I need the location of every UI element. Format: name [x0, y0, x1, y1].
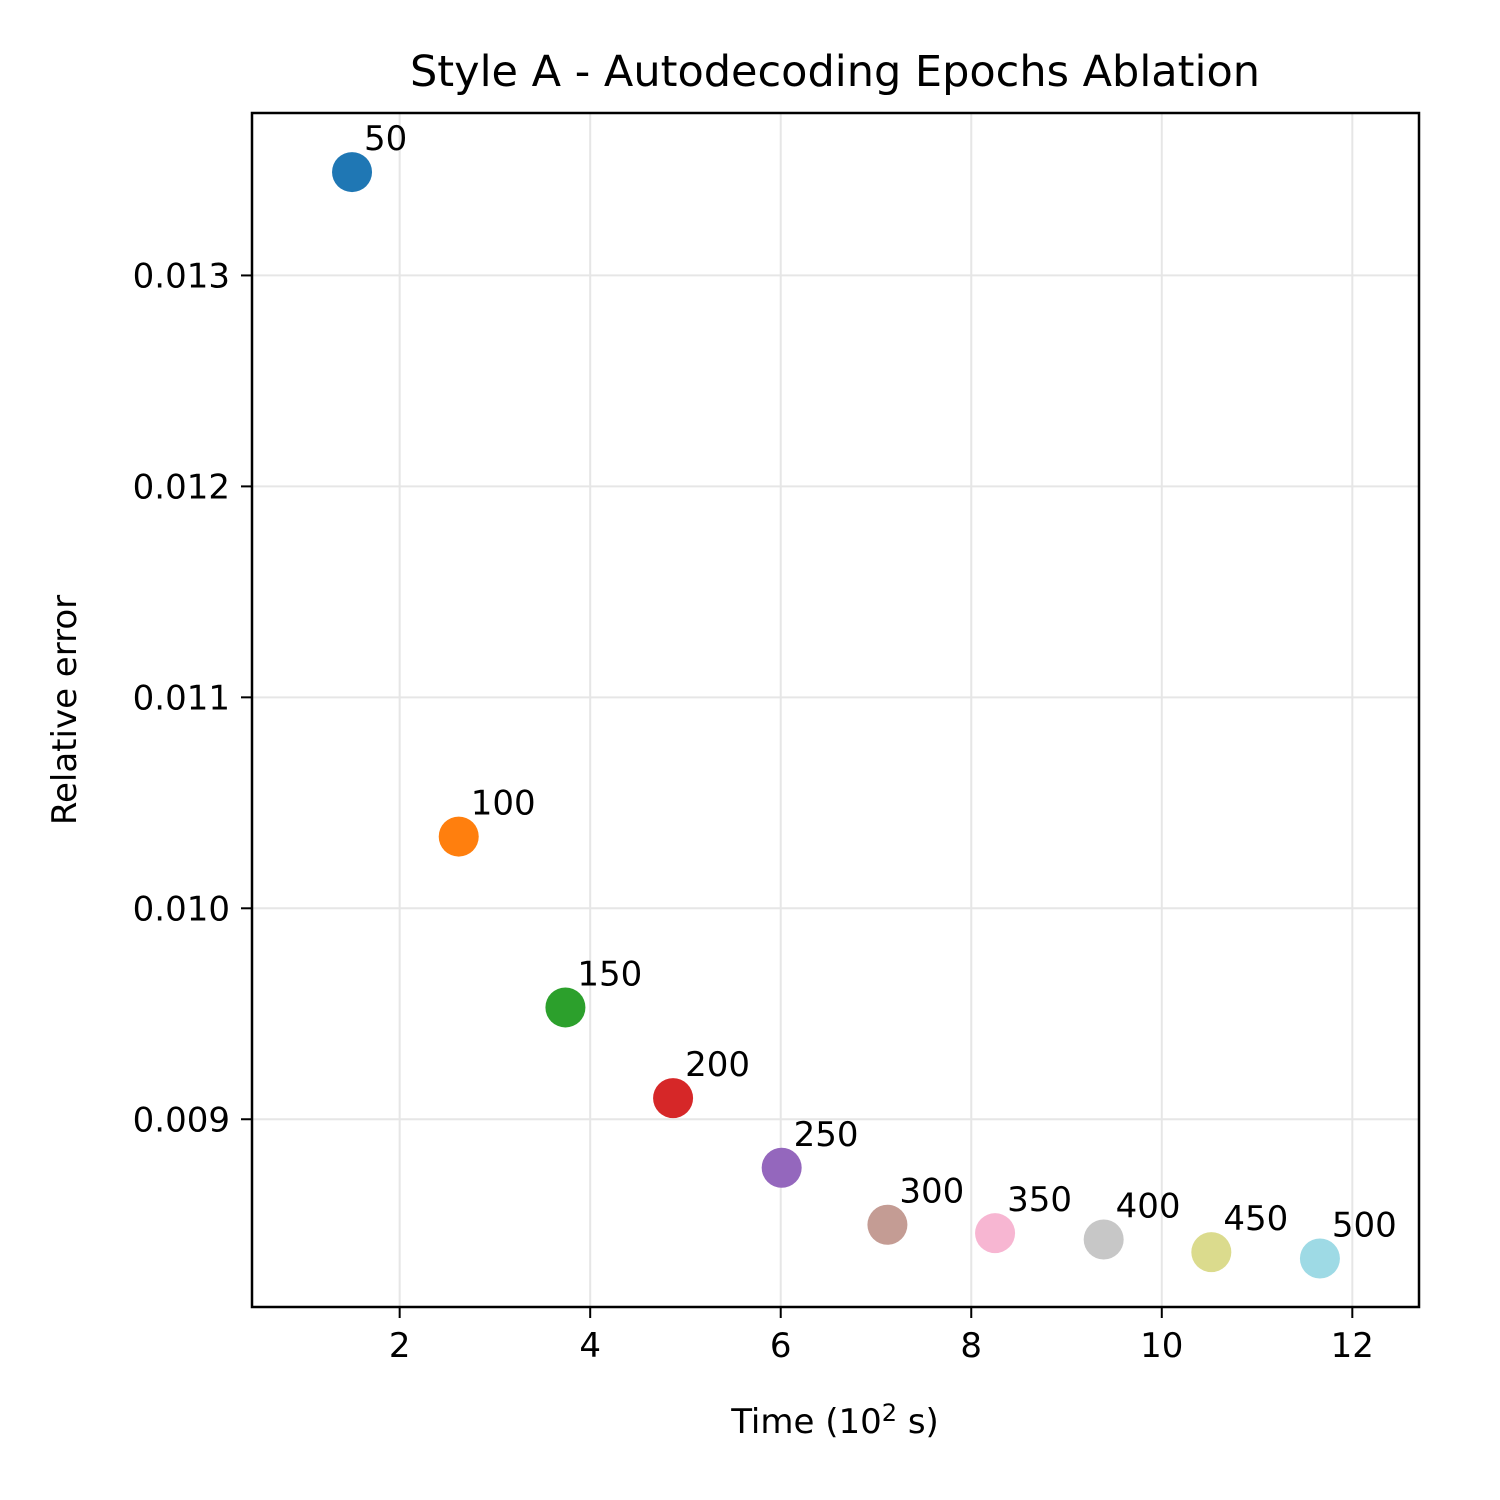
x-tick-label: 10	[1140, 1326, 1183, 1366]
x-axis-label-main: Time (10	[730, 1402, 882, 1442]
data-label-350: 350	[1007, 1180, 1072, 1220]
data-point-300	[867, 1204, 908, 1245]
data-label-250: 250	[794, 1115, 859, 1155]
grid-lines	[252, 113, 1419, 1307]
data-point-500	[1299, 1238, 1340, 1279]
point-labels: 50 100 150 200 250 300 350 400 450 500	[364, 119, 1397, 1245]
data-point-350	[975, 1213, 1016, 1254]
y-tick-label: 0.013	[133, 256, 230, 296]
x-axis-label-superscript: 2	[882, 1399, 897, 1427]
data-label-150: 150	[577, 954, 642, 994]
x-axis-label-suffix: s)	[897, 1402, 939, 1442]
data-label-50: 50	[364, 119, 407, 159]
x-axis-label: Time (102 s)	[730, 1399, 939, 1442]
y-axis-label: Relative error	[45, 595, 85, 825]
x-tick-label: 4	[579, 1326, 601, 1366]
x-axis-ticks: 2 4 6 8 10 12	[389, 1307, 1374, 1366]
x-tick-label: 8	[960, 1326, 982, 1366]
data-point-100	[438, 816, 479, 857]
data-label-500: 500	[1332, 1205, 1397, 1245]
y-tick-label: 0.010	[133, 889, 230, 929]
data-point-400	[1083, 1219, 1124, 1260]
data-label-300: 300	[899, 1172, 964, 1212]
data-point-150	[545, 987, 586, 1028]
data-point-50	[332, 152, 373, 193]
y-tick-label: 0.011	[133, 678, 230, 718]
data-point-450	[1191, 1232, 1232, 1273]
data-points	[332, 152, 1340, 1279]
data-point-250	[761, 1147, 802, 1188]
plot-frame	[250, 111, 1421, 1309]
data-label-450: 450	[1223, 1199, 1288, 1239]
y-axis-ticks: 0.009 0.010 0.011 0.012 0.013	[133, 256, 252, 1140]
y-tick-label: 0.009	[133, 1100, 230, 1140]
x-tick-label: 2	[389, 1326, 411, 1366]
x-tick-label: 12	[1331, 1326, 1374, 1366]
data-label-400: 400	[1116, 1186, 1181, 1226]
data-label-100: 100	[471, 784, 536, 824]
chart-title: Style A - Autodecoding Epochs Ablation	[410, 47, 1260, 97]
y-tick-label: 0.012	[133, 467, 230, 507]
data-point-200	[653, 1078, 694, 1119]
x-tick-label: 6	[770, 1326, 792, 1366]
data-label-200: 200	[685, 1045, 750, 1085]
